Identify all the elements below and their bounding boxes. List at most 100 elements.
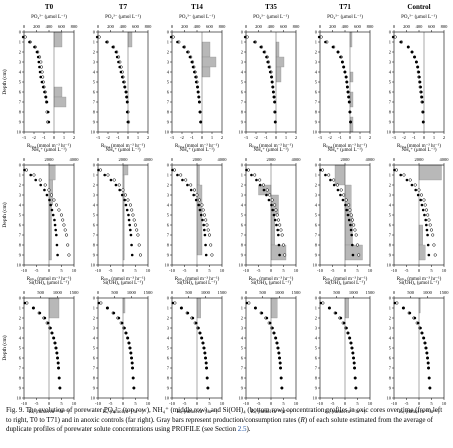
data-point-filled — [41, 85, 45, 89]
rate-tick-label: -2 — [180, 135, 184, 140]
rate-tick-label: 0 — [344, 268, 347, 273]
data-point-filled — [424, 346, 428, 350]
data-point-filled — [114, 183, 118, 187]
data-point-filled — [35, 50, 39, 54]
data-point-filled — [33, 45, 36, 49]
depth-tick-label: 4 — [241, 203, 244, 208]
data-point-filled — [351, 243, 354, 247]
bottom-axis-label-po4-t71: Rₚ₀₄ (mmol m⁻³ hr⁻¹) — [323, 143, 367, 149]
data-point-filled — [53, 223, 57, 227]
depth-tick-label: 6 — [93, 356, 96, 361]
data-point-filled — [197, 95, 200, 99]
depth-tick-label: 0 — [167, 296, 170, 301]
data-point-open — [339, 188, 343, 192]
conc-tick-label: 0 — [319, 24, 322, 29]
data-point-filled — [342, 321, 346, 325]
data-point-open — [353, 228, 357, 232]
data-point-open — [57, 208, 61, 212]
data-point-filled — [179, 306, 183, 310]
data-point-filled — [272, 213, 276, 217]
panel-frame — [319, 31, 371, 133]
data-point-filled — [272, 90, 275, 94]
depth-tick-label: 5 — [389, 80, 392, 85]
depth-tick-label: 5 — [19, 346, 22, 351]
depth-tick-label: 7 — [19, 233, 22, 238]
depth-tick-label: 7 — [315, 100, 318, 105]
rate-tick-label: -2 — [402, 135, 406, 140]
rate-tick-label: 10 — [72, 401, 77, 406]
data-point-open — [54, 203, 59, 207]
rate-tick-label: 5 — [134, 401, 137, 406]
caption-section-link[interactable]: 2.5 — [237, 425, 247, 433]
depth-tick-label: 10 — [387, 130, 392, 135]
data-point-open — [131, 213, 135, 217]
data-point-filled — [416, 193, 420, 197]
data-point-filled — [194, 321, 198, 325]
bottom-axis-label-po4-t35: Rₚ₀₄ (mmol m⁻³ hr⁻¹) — [249, 143, 293, 149]
data-point-filled — [275, 223, 278, 227]
depth-tick-label: 2 — [93, 316, 95, 321]
rate-tick-label: 0 — [275, 135, 278, 140]
depth-tick-label: 3 — [315, 60, 318, 65]
data-point-filled — [354, 386, 358, 390]
data-point-open — [117, 183, 121, 187]
conc-tick-label: 0 — [97, 157, 100, 162]
conc-tick-label: 400 — [342, 24, 350, 29]
conc-tick-label: 600 — [58, 24, 66, 29]
rate-tick-label: 0 — [270, 268, 273, 273]
rate-tick-label: -1 — [264, 135, 268, 140]
data-point-filled — [393, 168, 396, 172]
depth-tick-label: 4 — [315, 70, 318, 75]
data-point-filled — [49, 203, 52, 207]
rate-tick-label: -3 — [170, 135, 174, 140]
data-point-filled — [39, 75, 42, 79]
depth-tick-label: 8 — [241, 376, 244, 381]
data-point-filled — [347, 100, 351, 104]
data-point-filled — [97, 168, 100, 172]
conc-tick-label: 1500 — [292, 290, 302, 295]
conc-tick-label: 800 — [145, 24, 153, 29]
rate-bar — [275, 41, 280, 58]
rate-tick-label: -10 — [243, 268, 250, 273]
conc-tick-label: 200 — [181, 24, 189, 29]
data-point-filled — [54, 346, 58, 350]
depth-tick-label: 6 — [93, 90, 96, 95]
data-point-filled — [332, 183, 336, 187]
data-point-filled — [421, 110, 425, 114]
data-point-open — [43, 183, 47, 187]
data-point-filled — [125, 208, 129, 212]
data-point-open — [49, 193, 54, 197]
data-point-filled — [194, 75, 197, 79]
depth-tick-label: 8 — [315, 376, 318, 381]
conc-tick-label: 1500 — [218, 290, 228, 295]
data-point-open — [200, 203, 204, 207]
depth-tick-label: 9 — [19, 386, 22, 391]
depth-tick-label: 2 — [241, 316, 243, 321]
depth-tick-label: 5 — [93, 346, 96, 351]
data-point-filled — [319, 168, 322, 172]
data-point-filled — [109, 178, 113, 182]
data-point-filled — [339, 316, 343, 320]
data-point-open — [352, 223, 356, 227]
data-point-filled — [171, 301, 175, 305]
rate-tick-label: 5 — [430, 401, 433, 406]
depth-tick-label: 3 — [93, 193, 96, 198]
rate-tick-label: 5 — [134, 268, 137, 273]
depth-tick-label: 0 — [93, 30, 96, 35]
data-point-filled — [348, 336, 352, 340]
depth-tick-label: 5 — [167, 346, 170, 351]
data-point-open — [426, 213, 430, 217]
data-point-filled — [194, 80, 198, 84]
data-point-filled — [334, 311, 338, 315]
depth-tick-label: 9 — [19, 120, 22, 125]
data-point-filled — [279, 376, 283, 380]
rate-tick-label: -1 — [42, 135, 46, 140]
data-point-open — [201, 208, 205, 212]
depth-tick-label: 4 — [167, 336, 170, 341]
depth-tick-label: 2 — [241, 50, 243, 55]
column-header-t35: T35 — [265, 3, 277, 11]
data-point-filled — [55, 351, 59, 355]
data-point-filled — [406, 45, 410, 49]
depth-tick-label: 9 — [389, 120, 392, 125]
depth-tick-label: 6 — [389, 90, 392, 95]
